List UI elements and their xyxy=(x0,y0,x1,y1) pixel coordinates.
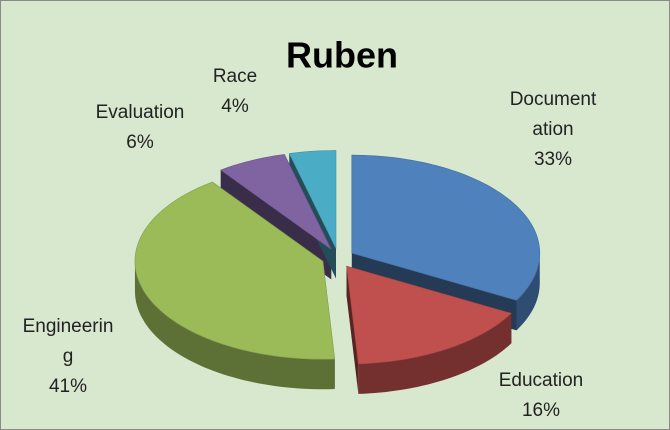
slice-label-line: Document xyxy=(510,89,597,110)
slice-label-line: ation xyxy=(532,119,573,140)
slice-label: Race xyxy=(213,66,257,87)
slice-label-line: Education xyxy=(499,370,584,391)
slice-wall xyxy=(358,313,512,394)
slice-side xyxy=(346,266,359,394)
slice-label-line: Race xyxy=(213,66,257,87)
pie-slice xyxy=(134,181,336,360)
slice-value-label: 6% xyxy=(126,132,154,153)
pie-slice xyxy=(288,150,337,249)
slice-tops xyxy=(134,150,541,365)
chart-title: Ruben xyxy=(286,35,398,76)
pie-slice xyxy=(346,265,512,365)
slice-value-label: 33% xyxy=(534,149,572,170)
slice-wall xyxy=(516,253,540,331)
pie-slice xyxy=(220,154,332,250)
slice-label-line: g xyxy=(63,346,74,367)
slice-value-label: 4% xyxy=(221,96,249,117)
slice-label-line: Evaluation xyxy=(96,102,185,123)
slice-label: Engineerin g xyxy=(23,316,114,367)
slice-label: Document ation xyxy=(510,89,597,140)
slice-label-line: Engineerin xyxy=(23,316,114,337)
pie-slice xyxy=(351,154,541,301)
slice-label: Evaluation xyxy=(96,102,185,123)
slice-value-label: 16% xyxy=(522,400,560,421)
slice-value-label: 41% xyxy=(49,376,87,397)
slice-label: Education xyxy=(499,370,584,391)
